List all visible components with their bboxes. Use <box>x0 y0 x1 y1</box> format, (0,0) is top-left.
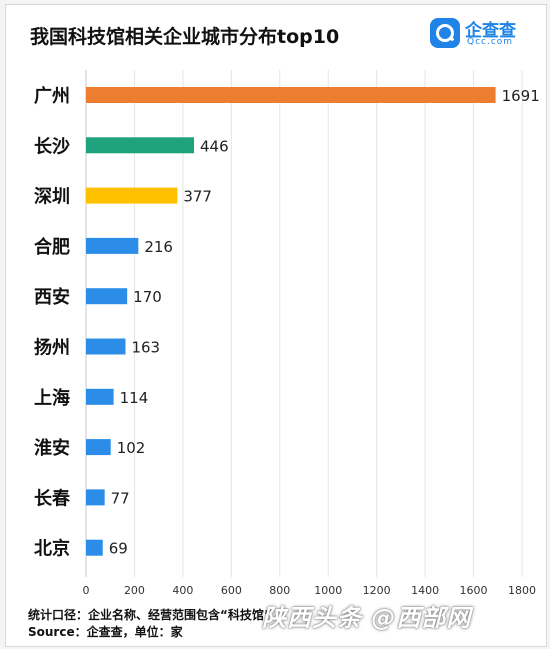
category-label-8: 长春 <box>34 487 71 509</box>
logo-domain: Qcc.com <box>467 37 514 47</box>
value-label-5: 163 <box>131 339 160 357</box>
category-label-5: 扬州 <box>34 337 70 359</box>
chart-title: 我国科技馆相关企业城市分布top10 <box>30 26 340 48</box>
category-label-4: 西安 <box>34 286 70 308</box>
value-label-2: 377 <box>183 188 212 206</box>
bar-5 <box>86 338 126 355</box>
magnifier-icon <box>430 18 460 48</box>
bar-4 <box>86 288 128 305</box>
x-tick-label-3: 600 <box>221 584 242 597</box>
value-label-8: 77 <box>111 489 130 507</box>
x-tick-label-4: 800 <box>269 584 290 597</box>
footer-source: Source：企查查，单位：家 <box>28 625 183 639</box>
category-label-1: 长沙 <box>34 136 70 157</box>
value-label-9: 69 <box>109 540 128 558</box>
x-tick-label-0: 0 <box>83 584 90 597</box>
value-label-7: 102 <box>117 439 146 457</box>
bar-8 <box>86 489 105 506</box>
value-label-3: 216 <box>144 238 173 256</box>
bar-7 <box>86 439 111 456</box>
qcc-logo: 企查查 Qcc.com <box>430 16 530 50</box>
category-label-7: 淮安 <box>34 437 70 459</box>
category-label-6: 上海 <box>34 387 70 409</box>
x-tick-label-2: 400 <box>172 584 193 597</box>
value-label-1: 446 <box>200 137 229 155</box>
x-tick-label-6: 1200 <box>363 584 391 597</box>
value-label-0: 1691 <box>502 87 540 105</box>
category-label-0: 广州 <box>34 85 70 107</box>
watermark-text: 陕西头条 @西部网 <box>262 604 472 632</box>
bar-3 <box>86 237 139 254</box>
bar-2 <box>86 187 178 204</box>
bar-1 <box>86 137 195 154</box>
logo-name: 企查查 <box>465 21 516 41</box>
bar-6 <box>86 388 114 405</box>
category-label-2: 深圳 <box>34 186 70 208</box>
value-label-4: 170 <box>133 288 162 306</box>
category-label-9: 北京 <box>34 538 70 560</box>
footer-caliber: 统计口径：企业名称、经营范围包含“科技馆” <box>28 608 272 622</box>
bar-9 <box>86 539 103 556</box>
category-label-3: 合肥 <box>34 236 70 258</box>
x-tick-label-8: 1600 <box>460 584 488 597</box>
x-tick-label-5: 1000 <box>314 584 342 597</box>
bar-0 <box>86 87 496 103</box>
x-tick-label-9: 1800 <box>508 584 536 597</box>
x-tick-label-7: 1400 <box>411 584 439 597</box>
value-label-6: 114 <box>120 389 149 407</box>
x-tick-label-1: 200 <box>124 584 145 597</box>
